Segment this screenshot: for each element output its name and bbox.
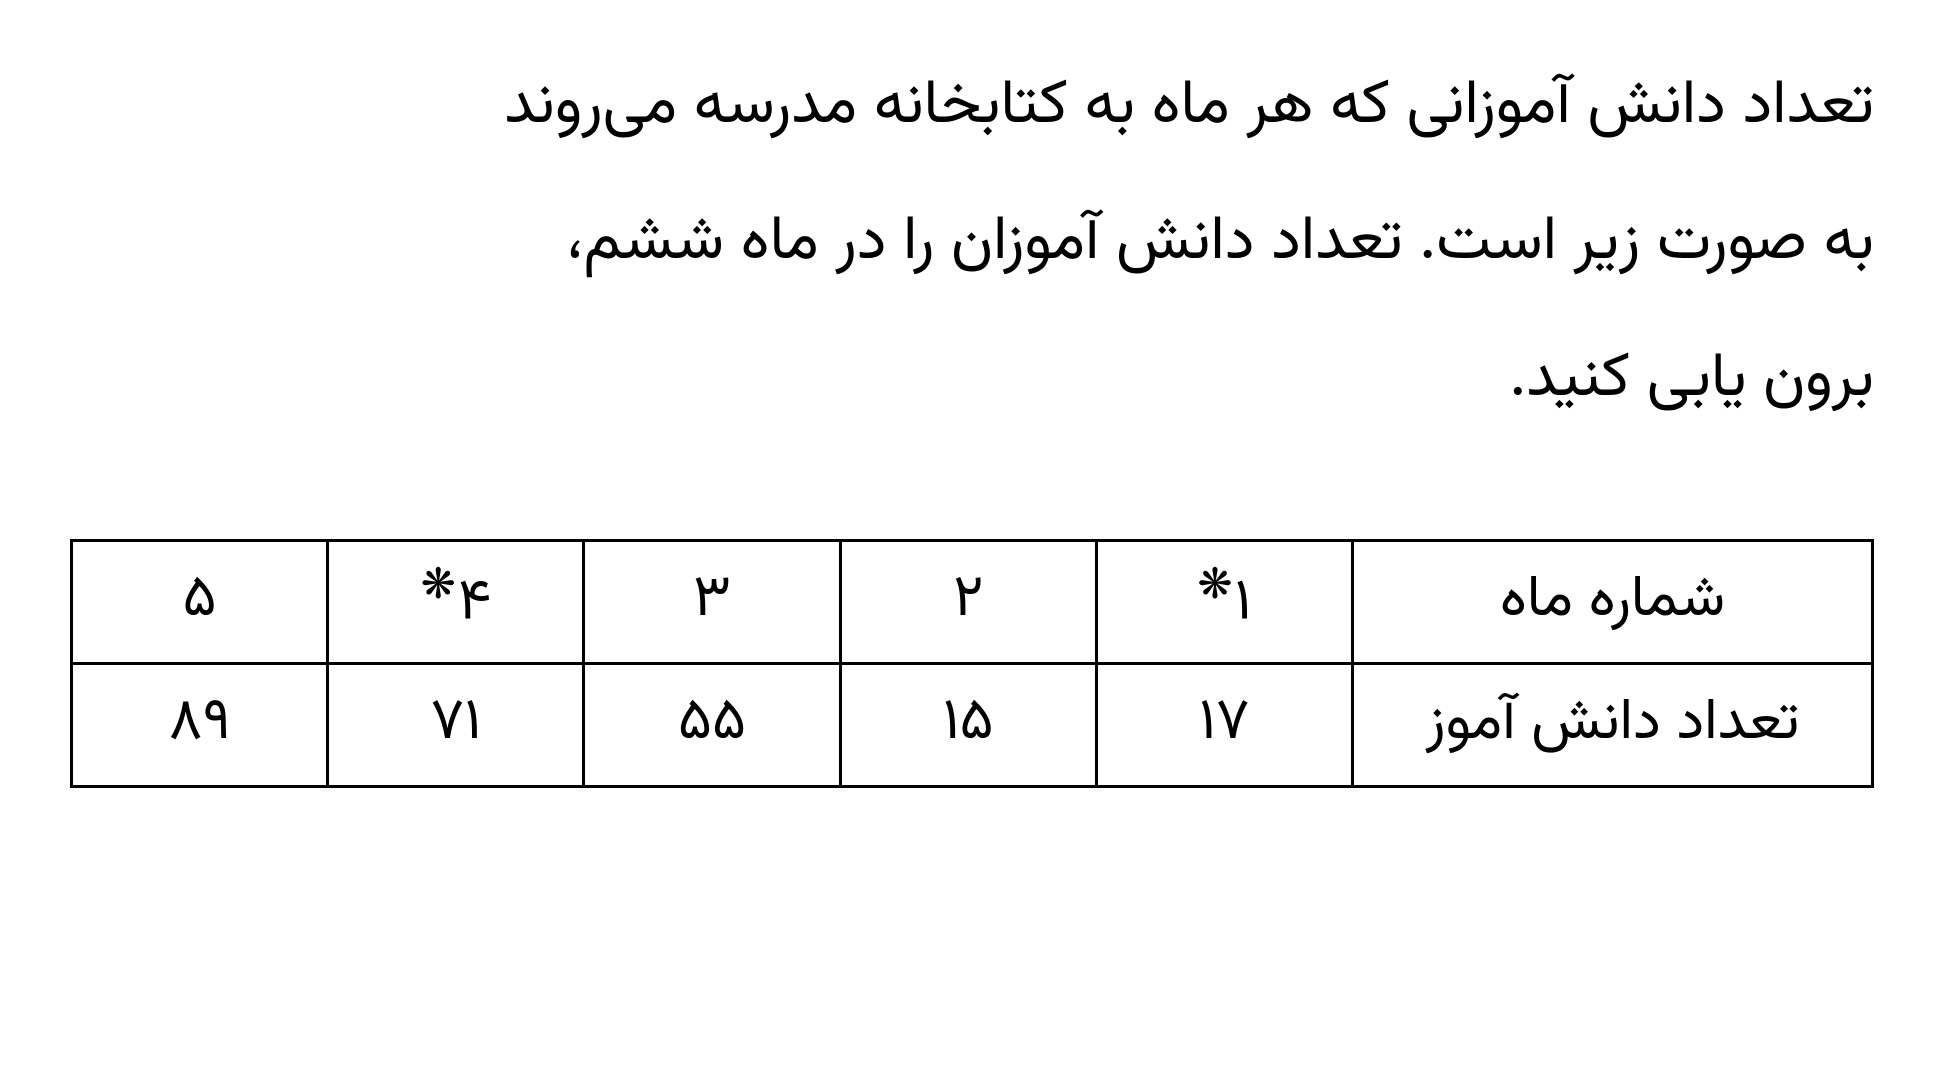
asterisk-icon: ❋ bbox=[1197, 555, 1232, 621]
asterisk-icon: ❋ bbox=[421, 555, 456, 621]
table-row: تعداد دانش آموز ۱۷ ۱۵ ۵۵ ۷۱ ۸۹ bbox=[72, 664, 1873, 787]
row2-col5: ۸۹ bbox=[72, 664, 328, 787]
row1-col1-value: ۱ bbox=[1235, 560, 1252, 650]
question-text: تعداد دانش آموزانی که هر ماه به کتابخانه… bbox=[70, 40, 1874, 449]
row1-col5: ۵ bbox=[72, 541, 328, 664]
row1-col4: ۴❋ bbox=[328, 541, 584, 664]
row1-col2: ۲ bbox=[840, 541, 1096, 664]
row2-label: تعداد دانش آموز bbox=[1353, 664, 1873, 787]
row2-col3: ۵۵ bbox=[584, 664, 840, 787]
row1-label: شماره ماه bbox=[1353, 541, 1873, 664]
row1-col4-value: ۴ bbox=[458, 560, 491, 650]
question-line-3: برون یابی کنید. bbox=[70, 313, 1874, 449]
row1-col1: ۱❋ bbox=[1096, 541, 1352, 664]
row2-col2: ۱۵ bbox=[840, 664, 1096, 787]
data-table: شماره ماه ۱❋ ۲ ۳ ۴❋ ۵ تعداد دانش آموز ۱۷… bbox=[70, 539, 1874, 788]
question-line-1: تعداد دانش آموزانی که هر ماه به کتابخانه… bbox=[70, 40, 1874, 176]
table-row: شماره ماه ۱❋ ۲ ۳ ۴❋ ۵ bbox=[72, 541, 1873, 664]
row1-col3: ۳ bbox=[584, 541, 840, 664]
row2-col4: ۷۱ bbox=[328, 664, 584, 787]
question-line-2: به صورت زیر است. تعداد دانش آموزان را در… bbox=[70, 176, 1874, 312]
row2-col1: ۱۷ bbox=[1096, 664, 1352, 787]
